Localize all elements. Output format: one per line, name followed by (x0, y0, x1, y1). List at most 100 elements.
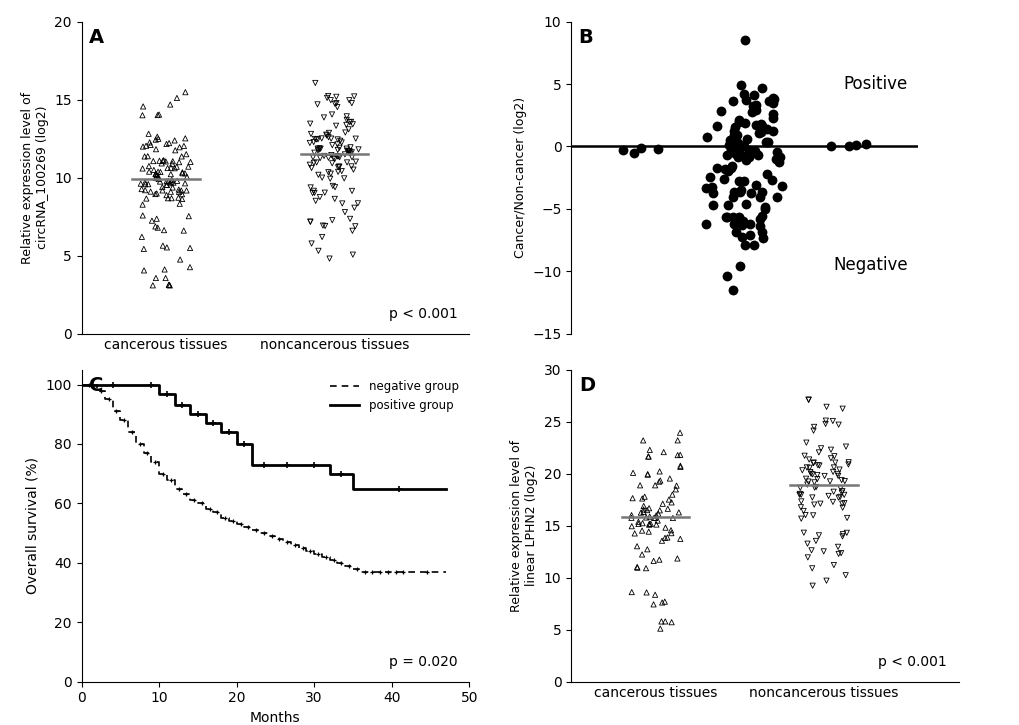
Point (155, 240, 171, 252)
Point (341, 116, 358, 128)
Point (667, 484, 684, 495)
Point (150, 133, 166, 144)
Point (165, 177, 181, 189)
Point (822, 141, 839, 152)
Point (737, 198, 753, 210)
Point (728, 226, 744, 238)
Point (736, 239, 752, 251)
Point (344, 118, 361, 130)
Point (154, 185, 170, 196)
Point (345, 202, 362, 214)
Point (758, 123, 774, 134)
Point (640, 451, 656, 463)
Point (174, 193, 191, 204)
Point (342, 116, 359, 128)
Point (772, 181, 789, 192)
Point (328, 97, 344, 109)
Point (178, 185, 195, 196)
Point (732, 186, 748, 197)
Point (150, 109, 166, 121)
Point (722, 160, 739, 172)
Point (672, 533, 688, 544)
Point (160, 279, 176, 291)
Point (148, 172, 164, 183)
Point (171, 198, 187, 210)
Point (647, 510, 663, 521)
Point (799, 538, 815, 550)
Point (635, 434, 651, 446)
Point (753, 226, 769, 238)
Point (141, 128, 157, 140)
Point (161, 279, 177, 291)
Point (160, 175, 176, 187)
Point (770, 156, 787, 167)
Point (316, 187, 332, 199)
Point (753, 186, 769, 198)
Point (322, 173, 338, 185)
Point (137, 151, 153, 162)
Point (625, 147, 641, 159)
Point (726, 218, 742, 230)
Point (137, 178, 153, 190)
Point (733, 220, 749, 231)
Point (329, 166, 345, 178)
Point (177, 133, 194, 144)
Point (799, 552, 815, 563)
Point (321, 253, 337, 265)
Point (804, 580, 820, 592)
Point (329, 151, 345, 162)
Point (329, 162, 345, 173)
Point (733, 183, 749, 195)
Point (148, 169, 164, 181)
Point (614, 144, 631, 156)
Point (623, 510, 639, 521)
Text: p = 0.020: p = 0.020 (388, 655, 458, 669)
Point (312, 143, 328, 154)
Point (138, 140, 154, 152)
Point (177, 86, 194, 98)
Point (743, 188, 759, 199)
Point (329, 138, 345, 150)
Point (829, 492, 846, 503)
Point (703, 181, 719, 193)
Point (656, 596, 673, 608)
Point (176, 167, 193, 179)
Point (661, 473, 678, 484)
Point (803, 563, 819, 574)
Point (341, 213, 358, 225)
Point (338, 119, 355, 130)
Point (158, 175, 174, 187)
Point (650, 476, 666, 487)
Point (336, 149, 353, 160)
Point (302, 216, 318, 228)
Point (726, 146, 742, 158)
Point (135, 199, 151, 210)
Point (303, 162, 319, 174)
Point (351, 144, 367, 155)
Point (802, 468, 818, 480)
Point (133, 231, 150, 243)
Point (795, 527, 811, 539)
Point (347, 133, 364, 144)
Point (151, 109, 167, 120)
Point (303, 182, 319, 194)
Point (715, 173, 732, 185)
Point (723, 211, 740, 223)
Point (143, 186, 159, 197)
Point (340, 147, 357, 159)
Point (140, 178, 156, 190)
Point (638, 587, 654, 598)
Point (147, 220, 163, 232)
Point (625, 467, 641, 479)
Point (736, 35, 752, 46)
Point (178, 171, 195, 183)
Point (329, 102, 345, 113)
Point (803, 492, 819, 503)
Point (158, 179, 174, 191)
Point (324, 180, 340, 191)
Point (629, 562, 645, 573)
Point (800, 454, 816, 465)
Point (174, 167, 191, 179)
Point (646, 512, 662, 523)
Point (175, 140, 192, 152)
